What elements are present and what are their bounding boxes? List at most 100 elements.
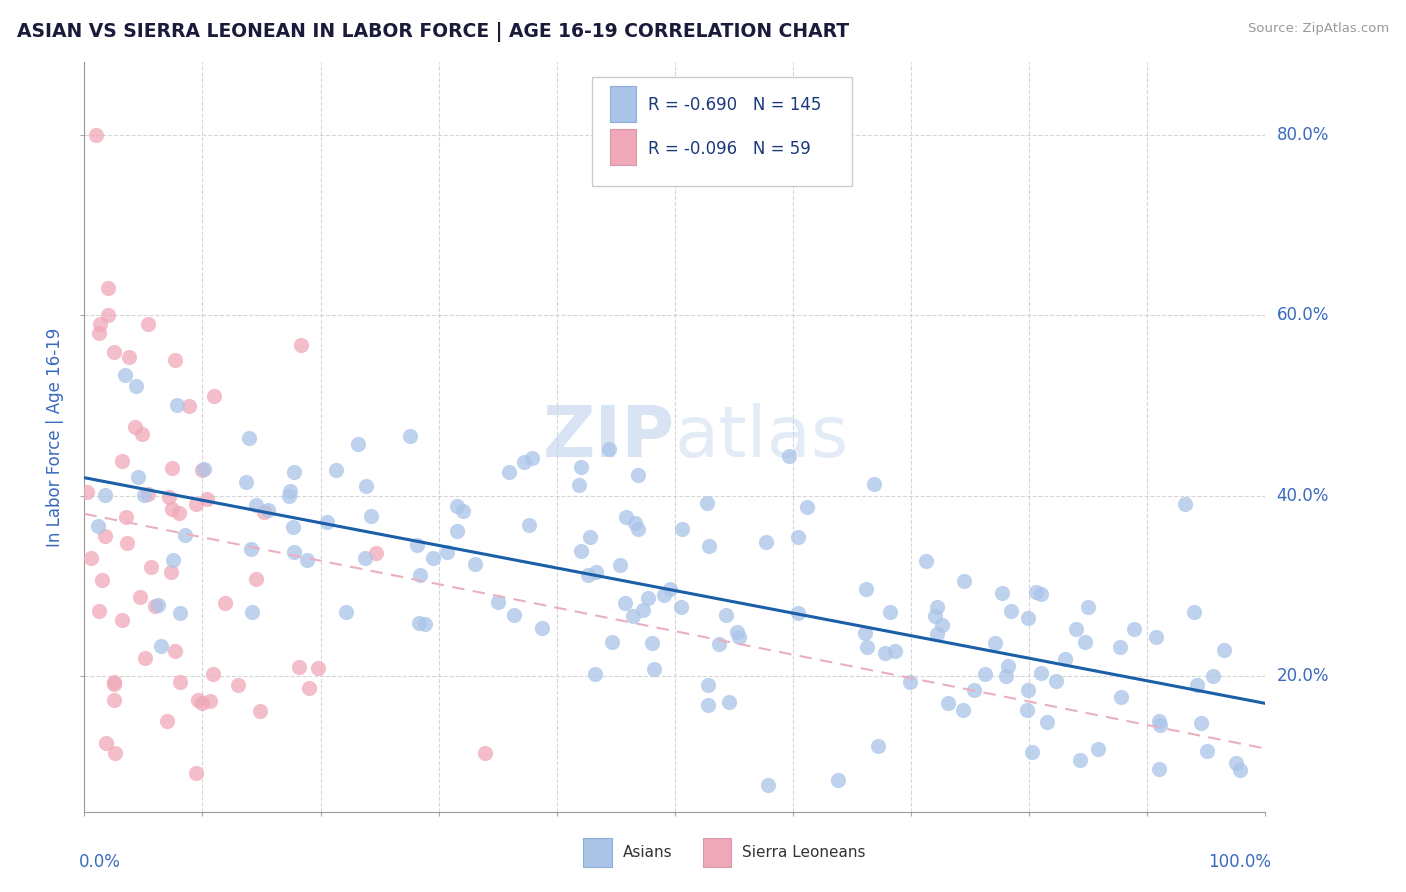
Text: Asians: Asians xyxy=(623,846,672,860)
Point xyxy=(952,703,974,717)
Point xyxy=(1087,741,1109,756)
Point xyxy=(602,635,624,649)
Text: 0.0%: 0.0% xyxy=(79,853,121,871)
Point xyxy=(347,437,370,451)
Point xyxy=(124,379,146,393)
Text: 60.0%: 60.0% xyxy=(1277,306,1329,324)
Point xyxy=(486,595,509,609)
Point xyxy=(162,461,184,475)
Point xyxy=(585,565,607,579)
Point xyxy=(124,420,146,434)
Text: ZIP: ZIP xyxy=(543,402,675,472)
Point xyxy=(94,529,117,543)
Point xyxy=(1077,599,1099,614)
Point xyxy=(997,659,1019,673)
Point xyxy=(195,492,218,507)
Point xyxy=(796,500,818,514)
Point xyxy=(697,677,720,691)
Point xyxy=(696,698,718,713)
Point xyxy=(131,426,153,441)
Point xyxy=(627,522,650,536)
Point xyxy=(530,622,553,636)
Point xyxy=(307,661,329,675)
Point xyxy=(474,746,496,760)
Point xyxy=(1187,678,1209,692)
Point xyxy=(325,463,347,477)
Point xyxy=(756,778,779,792)
Point xyxy=(931,618,953,632)
Point xyxy=(1202,669,1225,683)
Point xyxy=(974,666,997,681)
Point xyxy=(991,586,1014,600)
Point xyxy=(641,635,664,649)
Point xyxy=(1147,714,1170,729)
Point xyxy=(169,606,191,620)
Point xyxy=(952,574,974,589)
Point xyxy=(298,681,321,695)
Point xyxy=(143,599,166,613)
Point xyxy=(283,465,305,479)
Point xyxy=(1029,587,1052,601)
Point xyxy=(201,667,224,681)
Point xyxy=(520,451,543,466)
Point xyxy=(103,677,125,691)
Point xyxy=(160,502,183,516)
Point xyxy=(163,644,186,658)
Point xyxy=(104,746,127,760)
Point xyxy=(316,515,339,529)
Text: Sierra Leoneans: Sierra Leoneans xyxy=(742,846,866,860)
Point xyxy=(995,669,1018,683)
Point xyxy=(277,489,299,503)
Point xyxy=(1109,640,1132,655)
Point xyxy=(295,553,318,567)
Point xyxy=(1017,703,1039,717)
Point xyxy=(446,524,468,538)
Text: 20.0%: 20.0% xyxy=(1277,667,1329,685)
Point xyxy=(281,519,304,533)
Point xyxy=(253,505,276,519)
Point xyxy=(174,528,197,542)
Point xyxy=(136,487,159,501)
Point xyxy=(157,490,180,504)
Point xyxy=(727,625,749,640)
Point xyxy=(1000,604,1022,618)
Point xyxy=(235,475,257,490)
Point xyxy=(162,552,184,566)
Point xyxy=(787,530,810,544)
Point xyxy=(240,605,263,619)
Point xyxy=(1069,753,1091,767)
Point xyxy=(76,485,98,500)
Point xyxy=(927,627,949,641)
Point xyxy=(89,604,111,618)
Point xyxy=(856,640,879,654)
Point xyxy=(569,544,592,558)
Point xyxy=(179,399,201,413)
Point xyxy=(927,600,949,615)
Point xyxy=(613,596,636,610)
Point xyxy=(1182,605,1205,619)
Point xyxy=(214,596,236,610)
Point xyxy=(226,678,249,692)
Point xyxy=(936,697,959,711)
Point xyxy=(115,536,138,550)
Point xyxy=(576,567,599,582)
Point xyxy=(1122,622,1144,636)
Point xyxy=(97,281,120,295)
Point xyxy=(1197,744,1219,758)
Text: R = -0.096   N = 59: R = -0.096 N = 59 xyxy=(648,140,810,158)
Text: atlas: atlas xyxy=(675,402,849,472)
Text: ASIAN VS SIERRA LEONEAN IN LABOR FORCE | AGE 16-19 CORRELATION CHART: ASIAN VS SIERRA LEONEAN IN LABOR FORCE |… xyxy=(17,22,849,42)
Point xyxy=(80,550,103,565)
Point xyxy=(283,545,305,559)
Point xyxy=(87,326,110,341)
Point xyxy=(1225,756,1247,770)
Point xyxy=(148,598,170,612)
Point xyxy=(697,539,720,553)
Point xyxy=(245,498,267,512)
Point xyxy=(1017,682,1039,697)
Point xyxy=(366,546,388,560)
Point xyxy=(453,504,475,518)
Point xyxy=(415,616,437,631)
Point xyxy=(257,503,280,517)
Point xyxy=(879,605,901,619)
